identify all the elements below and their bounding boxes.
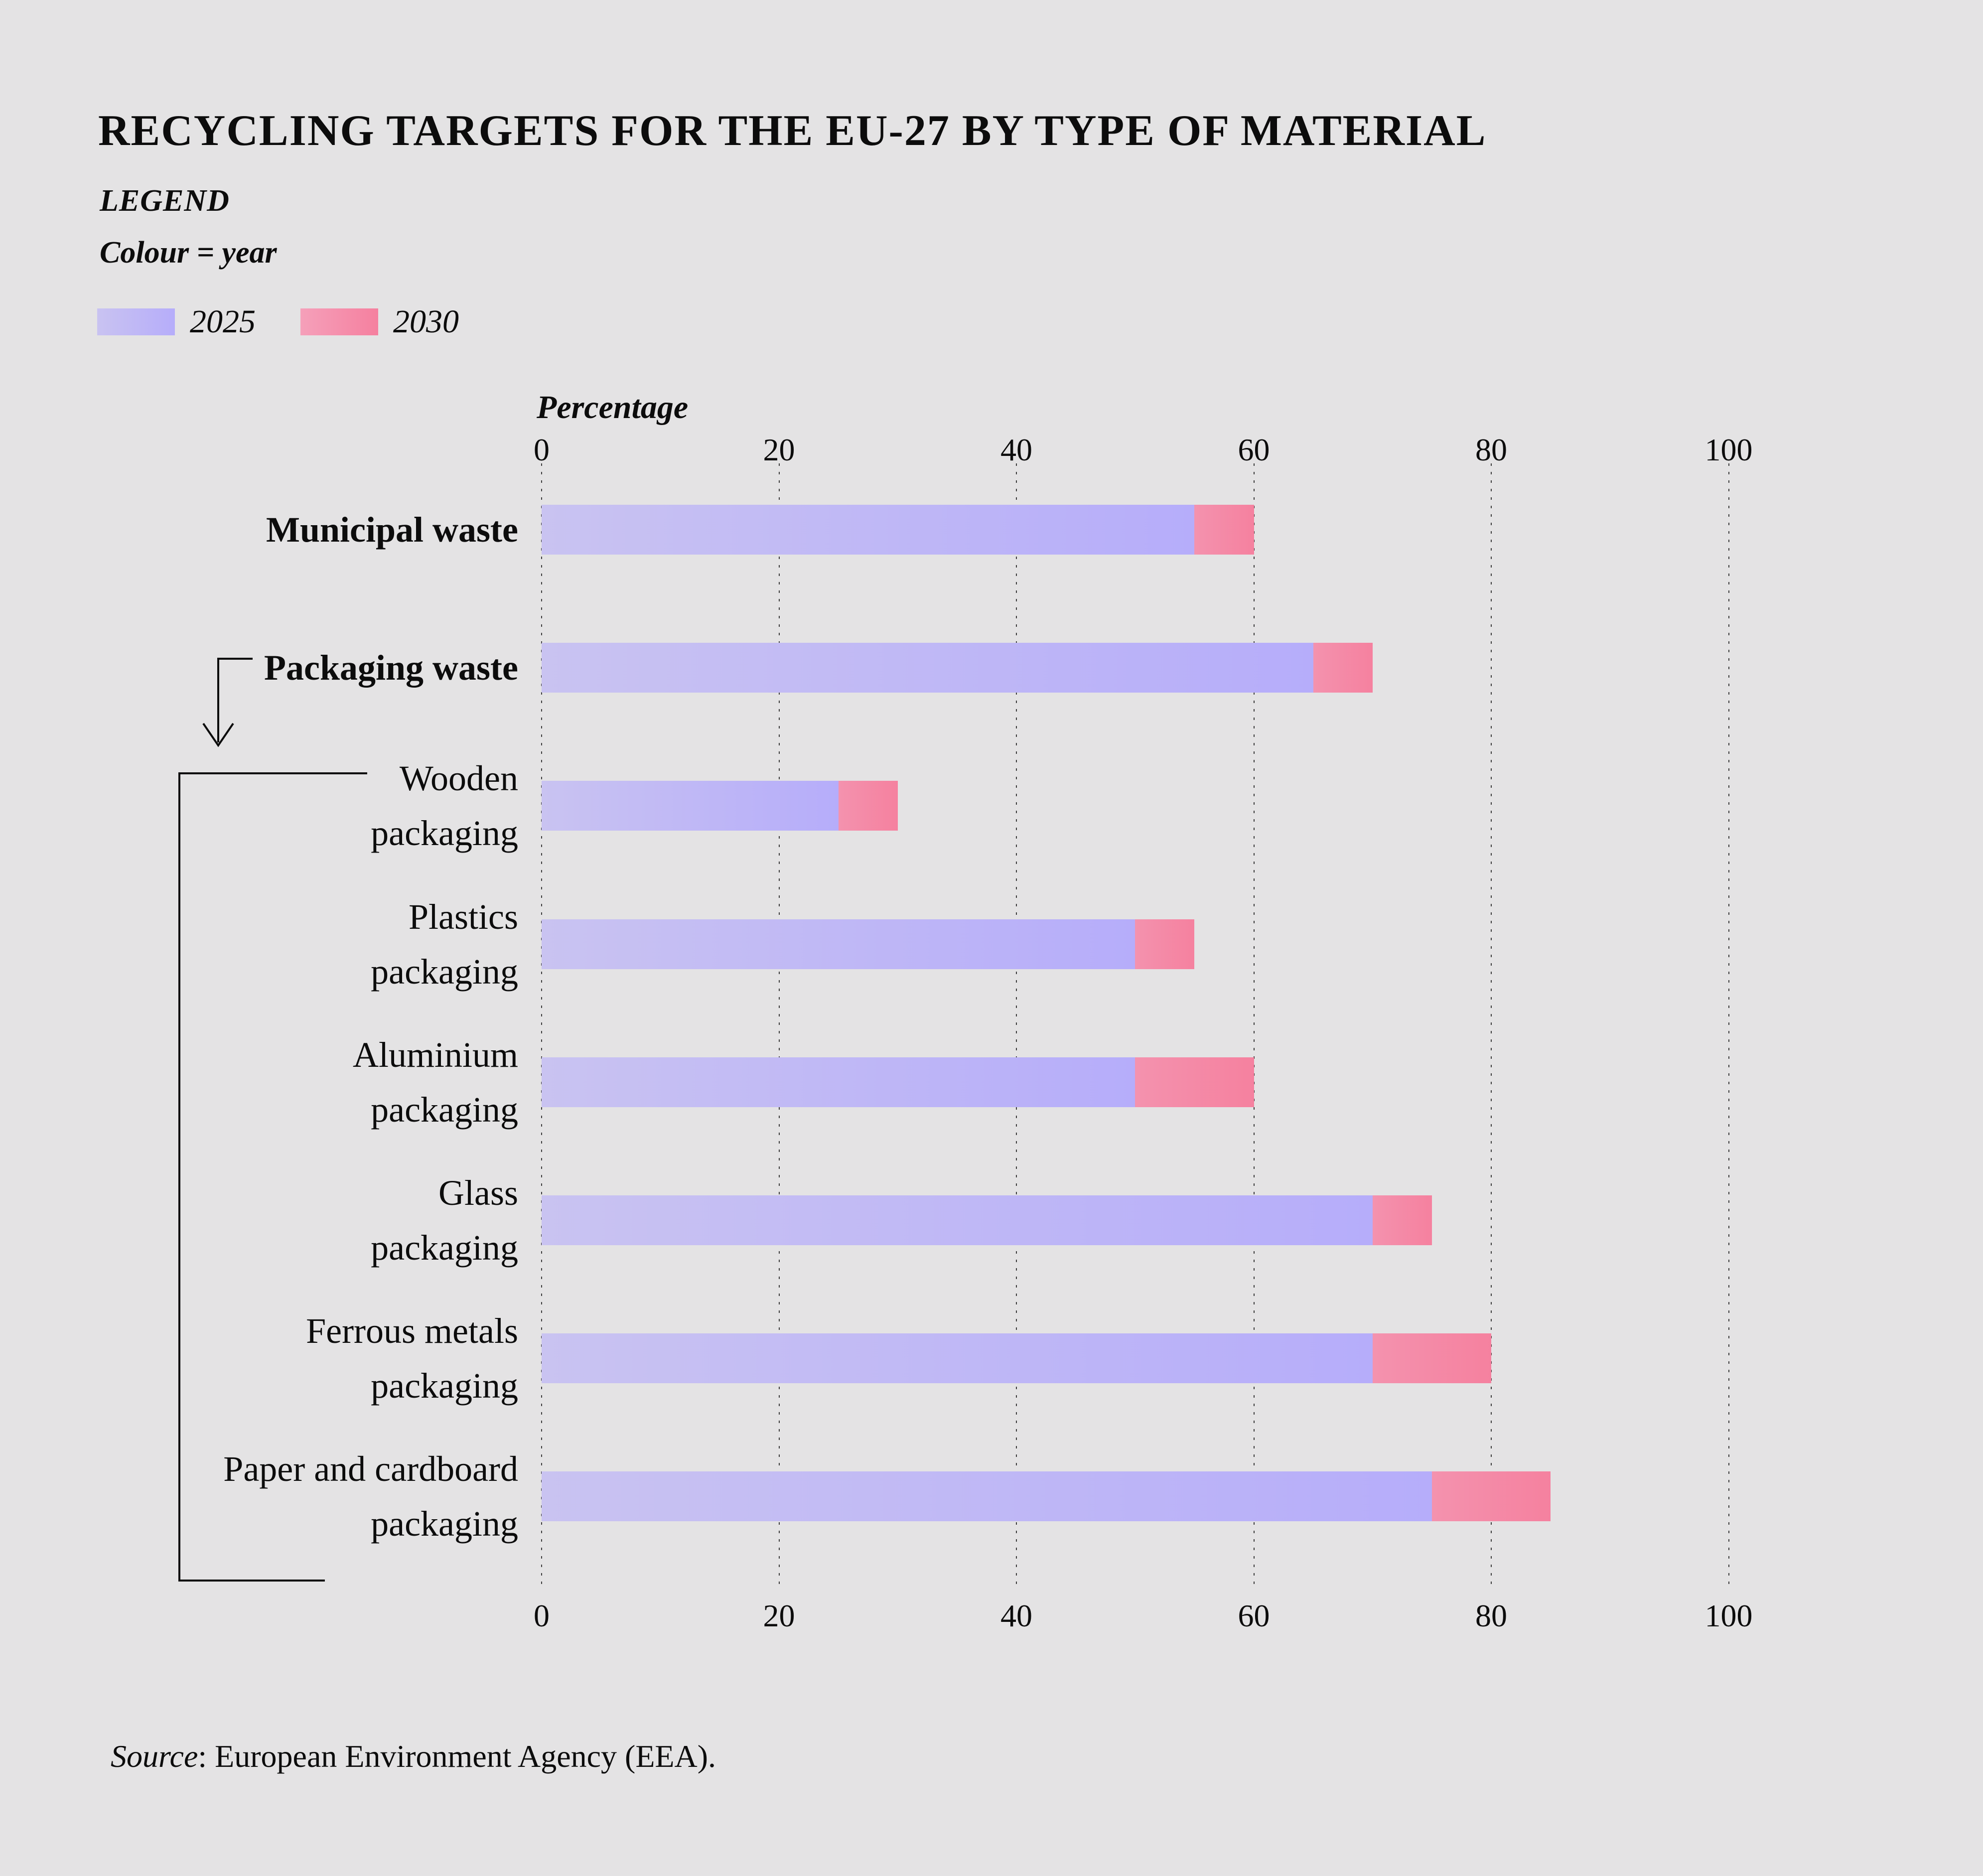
bar-group-municipal-waste [542, 505, 1254, 555]
category-label-line: packaging [371, 813, 518, 854]
category-label-line: packaging [371, 1504, 518, 1544]
packaging-arrowhead [202, 722, 234, 747]
bar-segment-2025 [542, 781, 839, 831]
category-label-line: packaging [371, 1366, 518, 1406]
category-label-line: Municipal waste [266, 510, 518, 550]
x-tick-top-60: 60 [1238, 432, 1270, 467]
category-label-line: Ferrous metals [306, 1311, 518, 1351]
category-label: Aluminium packaging [0, 1027, 518, 1137]
x-tick-top-0: 0 [534, 432, 550, 467]
bar-group-plastics-packaging [542, 919, 1195, 969]
category-label-line: Packaging waste [264, 648, 518, 688]
x-tick-top-80: 80 [1475, 432, 1507, 467]
legend-swatch-2025 [97, 308, 175, 335]
bar-group-glass-packaging [542, 1195, 1432, 1245]
legend-label-2025: 2025 [190, 303, 256, 340]
x-tick-top-20: 20 [763, 432, 795, 467]
legend-colour-note: Colour = year [100, 236, 277, 270]
bar-group-aluminium-packaging [542, 1057, 1254, 1107]
x-tick-top-100: 100 [1704, 432, 1753, 467]
bar-segment-2025 [542, 505, 1195, 555]
bar-segment-2025 [542, 1471, 1432, 1522]
bar-segment-2025 [542, 1195, 1373, 1245]
legend-item-2030: 2030 [300, 303, 459, 341]
category-label: Ferrous metals packaging [0, 1303, 518, 1413]
bar-segment-2030 [1194, 505, 1254, 555]
bar-group-packaging-waste [542, 643, 1373, 693]
bar-group-paper-and-cardboard-packaging [542, 1471, 1551, 1522]
bar-segment-2030 [1135, 1057, 1254, 1107]
bar-segment-2030 [1135, 919, 1195, 969]
category-label-line: packaging [371, 1228, 518, 1268]
source-text: : European Environment Agency (EEA). [198, 1738, 716, 1774]
category-label-line: Paper and cardboard [223, 1449, 518, 1489]
source-note: Source: European Environment Agency (EEA… [111, 1738, 716, 1775]
bar-segment-2030 [838, 781, 898, 831]
bar-segment-2030 [1372, 1195, 1432, 1245]
bar-segment-2025 [542, 1333, 1373, 1384]
legend-item-2025: 2025 [97, 303, 256, 341]
category-label: Wooden packaging [0, 751, 518, 861]
x-tick-bottom-80: 80 [1475, 1598, 1507, 1633]
source-prefix: Source [111, 1738, 198, 1774]
grid-line-100 [1728, 463, 1729, 1587]
bar-segment-2030 [1313, 643, 1373, 693]
category-label-line: Aluminium [352, 1034, 518, 1075]
bar-group-wooden-packaging [542, 781, 898, 831]
subcategory-bracket [178, 772, 367, 1582]
bar-segment-2025 [542, 643, 1313, 693]
legend-label-2030: 2030 [393, 303, 459, 340]
legend-swatch-2030 [300, 308, 378, 335]
bar-segment-2025 [542, 919, 1135, 969]
bar-segment-2025 [542, 1057, 1135, 1107]
bar-group-ferrous-metals-packaging [542, 1333, 1491, 1384]
x-tick-bottom-100: 100 [1704, 1598, 1753, 1633]
x-tick-bottom-40: 40 [1000, 1598, 1032, 1633]
page-title: RECYCLING TARGETS FOR THE EU-27 BY TYPE … [98, 107, 1487, 155]
category-label: Glass packaging [0, 1165, 518, 1275]
bar-segment-2030 [1372, 1333, 1491, 1384]
category-label: Plastics packaging [0, 889, 518, 999]
category-label: Packaging waste [0, 640, 518, 695]
x-axis-title: Percentage [537, 389, 689, 426]
grid-line-40 [1016, 463, 1017, 1587]
x-tick-bottom-60: 60 [1238, 1598, 1270, 1633]
grid-line-20 [778, 463, 780, 1587]
legend-heading: LEGEND [100, 184, 230, 218]
grid-line-0 [541, 463, 542, 1587]
packaging-arrow [217, 658, 253, 742]
category-label-line: Plastics [408, 896, 518, 937]
category-label-line: packaging [371, 1089, 518, 1130]
category-label: Municipal waste [0, 502, 518, 557]
grid-line-60 [1253, 463, 1255, 1587]
category-label-line: Wooden [399, 758, 518, 799]
bar-segment-2030 [1431, 1471, 1551, 1522]
legend: 2025 2030 [97, 303, 504, 341]
x-tick-top-40: 40 [1000, 432, 1032, 467]
category-label-line: packaging [371, 951, 518, 992]
category-label-line: Glass [438, 1173, 518, 1213]
category-label: Paper and cardboard packaging [0, 1442, 518, 1551]
grid-line-80 [1491, 463, 1492, 1587]
x-tick-bottom-0: 0 [534, 1598, 550, 1633]
x-tick-bottom-20: 20 [763, 1598, 795, 1633]
